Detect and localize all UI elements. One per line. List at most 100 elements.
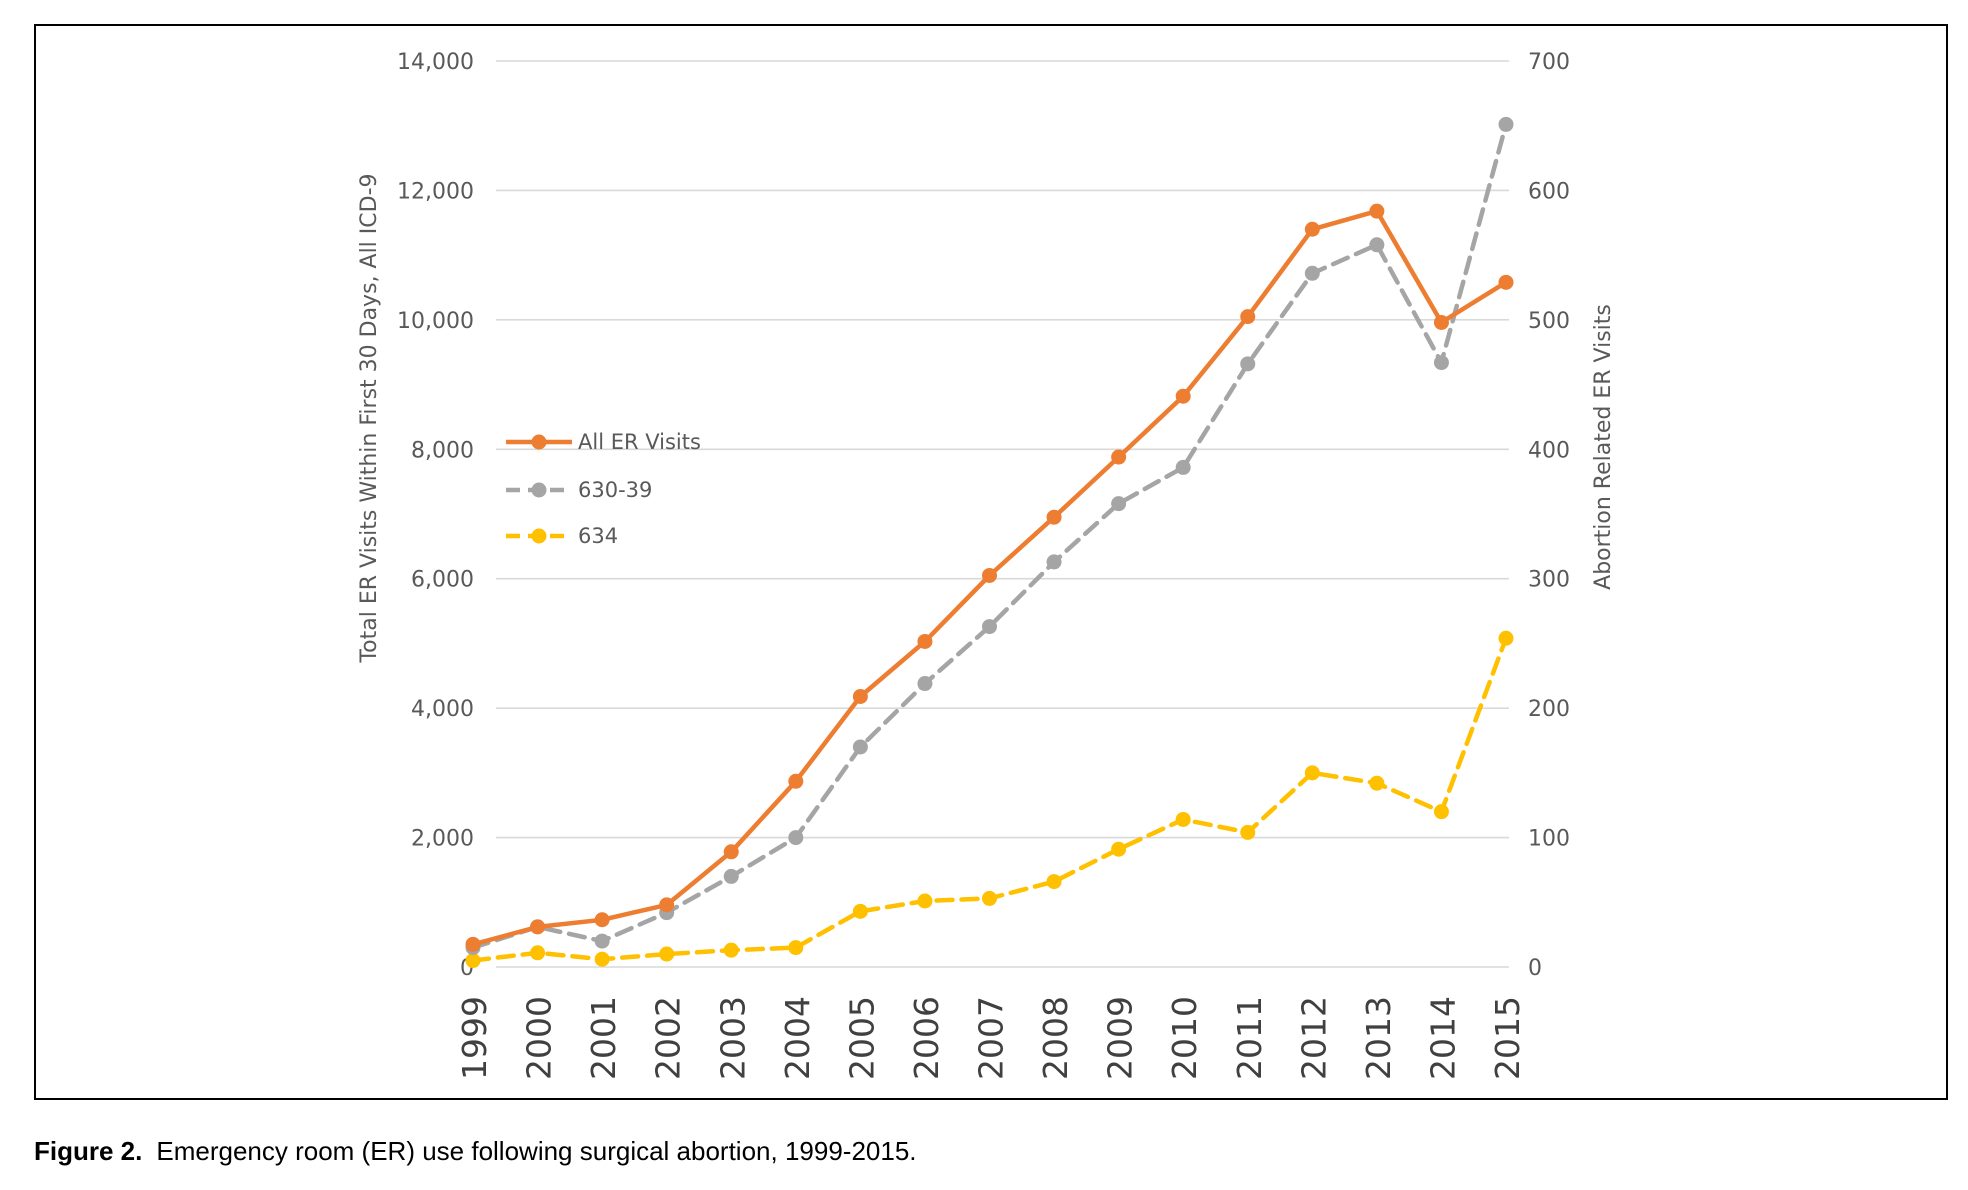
data-point-634 — [1304, 765, 1320, 781]
legend-swatch-marker-634 — [531, 528, 547, 544]
gridlines — [496, 60, 1509, 968]
data-point-630-39 — [917, 676, 933, 692]
right-tick-label: 300 — [1528, 568, 1570, 593]
right-tick-label: 0 — [1528, 956, 1542, 981]
data-point-all-er-visits — [465, 936, 481, 952]
caption-label: Figure 2. — [34, 1136, 143, 1166]
left-tick-label: 4,000 — [411, 697, 474, 722]
legend-label-630-39: 630-39 — [578, 478, 652, 502]
data-point-634 — [852, 903, 868, 919]
data-point-630-39 — [1433, 355, 1449, 371]
y-axis-title-right: Abortion Related ER Visits — [1591, 304, 1616, 590]
data-point-all-er-visits — [1111, 449, 1127, 465]
data-point-634 — [530, 945, 546, 961]
data-point-634 — [465, 953, 481, 969]
data-point-630-39 — [594, 933, 610, 949]
data-point-all-er-visits — [1433, 314, 1449, 330]
data-point-630-39 — [788, 830, 804, 846]
data-point-630-39 — [852, 739, 868, 755]
data-point-all-er-visits — [982, 567, 997, 583]
right-tick-label: 500 — [1528, 309, 1570, 334]
data-point-634 — [1369, 775, 1385, 791]
data-point-630-39 — [982, 619, 997, 635]
left-tick-label: 8,000 — [411, 438, 474, 463]
data-point-634 — [1240, 824, 1256, 840]
legend-label-634: 634 — [578, 524, 618, 548]
series-line-630-39 — [470, 122, 1509, 950]
legend: All ER Visits 630-39 634 — [506, 430, 701, 548]
data-point-all-er-visits — [1498, 274, 1514, 290]
x-tick-label: 2011 — [1230, 996, 1269, 1080]
data-point-634 — [1433, 804, 1449, 820]
data-point-634 — [1175, 811, 1191, 827]
data-point-630-39 — [1369, 237, 1385, 253]
x-tick-label: 2010 — [1165, 996, 1204, 1080]
data-point-634 — [788, 940, 804, 956]
right-tick-label: 200 — [1528, 697, 1570, 722]
x-tick-label: 2014 — [1423, 996, 1462, 1080]
y-axis-title-left: Total ER Visits Within First 30 Days, Al… — [357, 173, 382, 663]
left-tick-label: 14,000 — [397, 50, 474, 75]
data-point-all-er-visits — [1175, 388, 1191, 404]
data-point-630-39 — [723, 868, 739, 884]
data-point-634 — [1498, 630, 1514, 646]
data-point-630-39 — [1240, 356, 1256, 372]
data-point-all-er-visits — [1046, 509, 1062, 525]
x-tick-label: 2009 — [1101, 996, 1140, 1080]
legend-swatch-marker-630-39 — [531, 482, 547, 498]
right-tick-label: 400 — [1528, 438, 1570, 463]
data-point-all-er-visits — [852, 688, 868, 704]
data-point-all-er-visits — [530, 919, 546, 935]
series-group — [465, 116, 1514, 969]
data-point-all-er-visits — [1304, 221, 1320, 237]
data-point-634 — [594, 951, 610, 967]
data-point-634 — [917, 893, 933, 909]
figure-caption: Figure 2. Emergency room (ER) use followi… — [34, 1136, 917, 1167]
x-tick-label: 2012 — [1294, 996, 1333, 1080]
chart-svg: 02,0004,0006,0008,00010,00012,00014,000 … — [357, 50, 1616, 1080]
data-point-634 — [1046, 874, 1062, 890]
x-tick-label: 2006 — [907, 996, 946, 1080]
data-point-634 — [1111, 841, 1127, 857]
data-point-all-er-visits — [723, 844, 739, 860]
data-point-all-er-visits — [1240, 309, 1256, 325]
legend-swatch-marker-all-er-visits — [531, 434, 547, 450]
right-tick-label: 100 — [1528, 827, 1570, 852]
data-point-630-39 — [1046, 554, 1062, 570]
data-point-634 — [723, 942, 739, 958]
data-point-630-39 — [1175, 459, 1191, 475]
left-tick-label: 10,000 — [397, 309, 474, 334]
caption-text: Emergency room (ER) use following surgic… — [156, 1136, 917, 1166]
x-tick-label: 2013 — [1359, 996, 1398, 1080]
legend-label-all-er-visits: All ER Visits — [578, 430, 701, 454]
x-tick-label: 2007 — [972, 996, 1011, 1080]
data-point-all-er-visits — [788, 773, 804, 789]
x-tick-label: 2008 — [1036, 996, 1075, 1080]
data-point-630-39 — [1111, 496, 1127, 512]
x-tick-label: 2004 — [778, 996, 817, 1080]
data-point-630-39 — [1498, 116, 1514, 132]
right-axis-ticks: 0 100 200 300 400 500 600 700 — [1528, 50, 1570, 981]
left-tick-label: 2,000 — [411, 827, 474, 852]
data-point-all-er-visits — [1369, 203, 1385, 219]
x-tick-label: 2005 — [842, 996, 881, 1080]
data-point-630-39 — [1304, 265, 1320, 281]
x-tick-label: 2015 — [1488, 996, 1527, 1080]
data-point-634 — [982, 890, 997, 906]
x-tick-label: 2001 — [584, 996, 623, 1080]
x-tick-label: 1999 — [455, 996, 494, 1080]
x-tick-label: 2000 — [520, 996, 559, 1080]
chart-frame: 0 2,000 4,000 6,000 8,000 10,000 12,000 14,000 … — [34, 24, 1948, 1100]
x-tick-label: 2002 — [649, 996, 688, 1080]
data-point-all-er-visits — [594, 912, 610, 928]
right-tick-label: 600 — [1528, 179, 1570, 204]
left-tick-label: 6,000 — [411, 568, 474, 593]
left-tick-label: 12,000 — [397, 179, 474, 204]
data-point-634 — [659, 946, 675, 962]
data-point-all-er-visits — [659, 897, 675, 913]
data-point-all-er-visits — [917, 633, 933, 649]
x-axis-ticks: 1999 2000 2001 2002 2003 2004 2005 2006 2007 2008… — [455, 996, 1527, 1080]
x-tick-label: 2003 — [713, 996, 752, 1080]
right-tick-label: 700 — [1528, 50, 1570, 75]
